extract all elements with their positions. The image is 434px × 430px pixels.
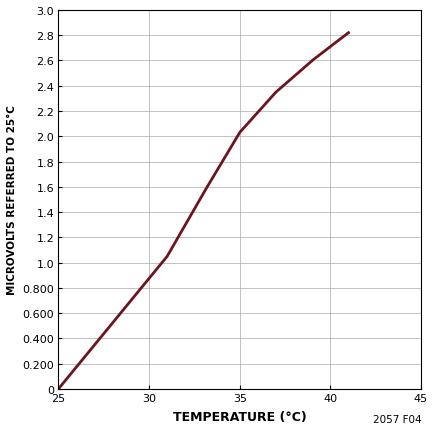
Y-axis label: MICROVOLTS REFERRED TO 25°C: MICROVOLTS REFERRED TO 25°C [7, 105, 17, 295]
Text: 2057 F04: 2057 F04 [372, 414, 421, 424]
X-axis label: TEMPERATURE (°C): TEMPERATURE (°C) [172, 410, 306, 423]
